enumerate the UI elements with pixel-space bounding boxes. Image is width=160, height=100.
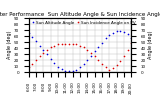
Sun Altitude Angle: [28, 32, 30, 34]
Sun Incidence Angle on PV: [97, 59, 99, 61]
Sun Altitude Angle: [64, 70, 66, 71]
Sun Altitude Angle: [42, 49, 44, 50]
Sun Incidence Angle on PV: [116, 65, 118, 66]
Sun Incidence Angle on PV: [57, 44, 59, 45]
Sun Incidence Angle on PV: [50, 47, 52, 48]
Sun Incidence Angle on PV: [119, 61, 121, 62]
Sun Altitude Angle: [35, 41, 37, 42]
Sun Altitude Angle: [97, 46, 99, 47]
Sun Incidence Angle on PV: [127, 49, 128, 50]
Line: Sun Incidence Angle on PV: Sun Incidence Angle on PV: [28, 42, 132, 70]
Sun Incidence Angle on PV: [83, 47, 85, 48]
Sun Incidence Angle on PV: [123, 55, 125, 56]
Y-axis label: Angle (deg): Angle (deg): [7, 31, 12, 59]
Sun Incidence Angle on PV: [72, 43, 74, 44]
Sun Altitude Angle: [50, 58, 52, 59]
Sun Incidence Angle on PV: [105, 67, 107, 68]
Sun Incidence Angle on PV: [46, 49, 48, 50]
Sun Altitude Angle: [112, 32, 114, 34]
Sun Altitude Angle: [57, 66, 59, 67]
Sun Altitude Angle: [90, 55, 92, 56]
Sun Incidence Angle on PV: [94, 56, 96, 57]
Sun Incidence Angle on PV: [86, 49, 88, 50]
Sun Altitude Angle: [108, 35, 110, 36]
Sun Altitude Angle: [83, 63, 85, 64]
Sun Incidence Angle on PV: [32, 63, 33, 64]
Sun Altitude Angle: [75, 69, 77, 70]
Sun Incidence Angle on PV: [53, 45, 55, 46]
Sun Altitude Angle: [53, 62, 55, 64]
Sun Altitude Angle: [94, 50, 96, 52]
Sun Altitude Angle: [130, 37, 132, 38]
Sun Altitude Angle: [105, 38, 107, 39]
Sun Incidence Angle on PV: [61, 43, 63, 44]
Sun Incidence Angle on PV: [39, 56, 41, 57]
Sun Altitude Angle: [68, 71, 70, 72]
Sun Altitude Angle: [79, 67, 81, 68]
Legend: Sun Altitude Angle, Sun Incidence Angle on PV: Sun Altitude Angle, Sun Incidence Angle …: [31, 20, 137, 26]
Sun Altitude Angle: [46, 53, 48, 55]
Sun Incidence Angle on PV: [64, 43, 66, 44]
Sun Altitude Angle: [101, 42, 103, 43]
Line: Sun Altitude Angle: Sun Altitude Angle: [28, 30, 132, 72]
Sun Altitude Angle: [86, 59, 88, 61]
Sun Incidence Angle on PV: [35, 59, 37, 61]
Sun Incidence Angle on PV: [28, 67, 30, 68]
Sun Incidence Angle on PV: [101, 63, 103, 64]
Sun Incidence Angle on PV: [112, 68, 114, 69]
Sun Incidence Angle on PV: [130, 43, 132, 44]
Sun Altitude Angle: [61, 68, 63, 70]
Sun Incidence Angle on PV: [108, 69, 110, 70]
Sun Altitude Angle: [72, 70, 74, 71]
Sun Altitude Angle: [119, 30, 121, 31]
Sun Incidence Angle on PV: [75, 44, 77, 45]
Sun Altitude Angle: [123, 31, 125, 32]
Sun Altitude Angle: [127, 34, 128, 35]
Sun Altitude Angle: [32, 37, 33, 38]
Title: Solar PV/Inverter Performance  Sun Altitude Angle & Sun Incidence Angle on PV Pa: Solar PV/Inverter Performance Sun Altitu…: [0, 12, 160, 17]
Sun Incidence Angle on PV: [79, 45, 81, 46]
Sun Altitude Angle: [39, 45, 41, 46]
Y-axis label: Angle (deg): Angle (deg): [148, 31, 153, 59]
Sun Incidence Angle on PV: [90, 52, 92, 53]
Sun Incidence Angle on PV: [42, 52, 44, 53]
Sun Altitude Angle: [116, 31, 118, 32]
Sun Incidence Angle on PV: [68, 43, 70, 44]
